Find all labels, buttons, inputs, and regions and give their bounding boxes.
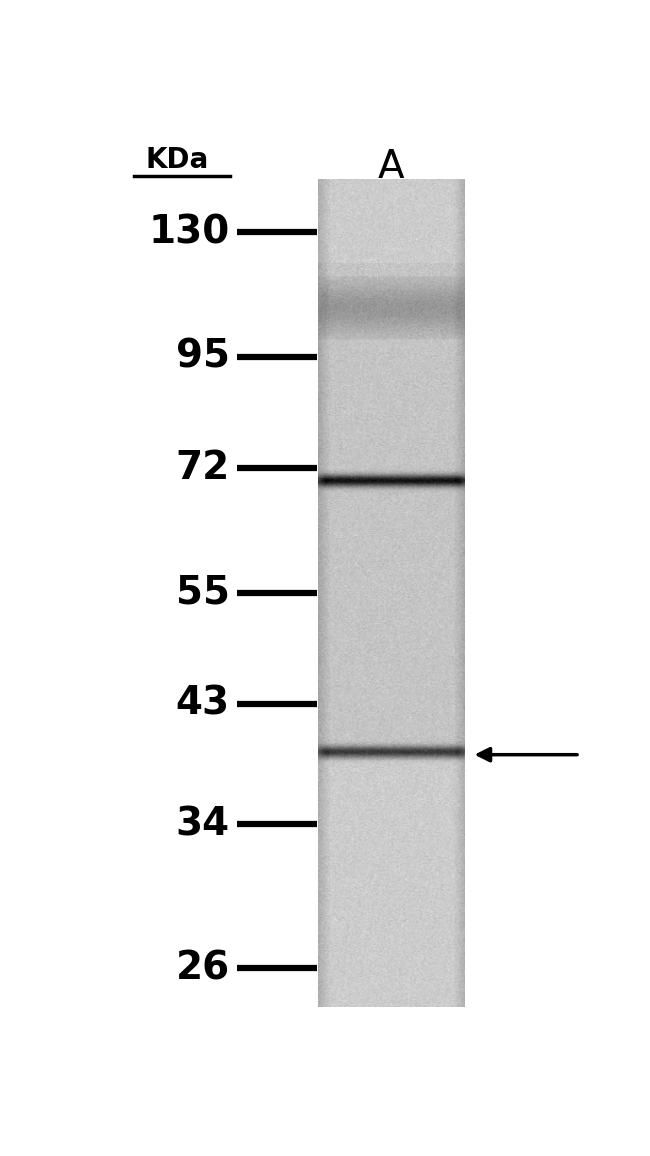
Text: A: A [378,148,404,186]
Text: KDa: KDa [146,147,209,175]
Text: 72: 72 [176,449,230,487]
Text: 26: 26 [176,949,230,987]
Text: 55: 55 [176,573,230,612]
Text: 95: 95 [176,338,230,376]
Text: 43: 43 [176,686,230,722]
Text: 34: 34 [176,805,230,843]
Text: 130: 130 [149,213,230,251]
